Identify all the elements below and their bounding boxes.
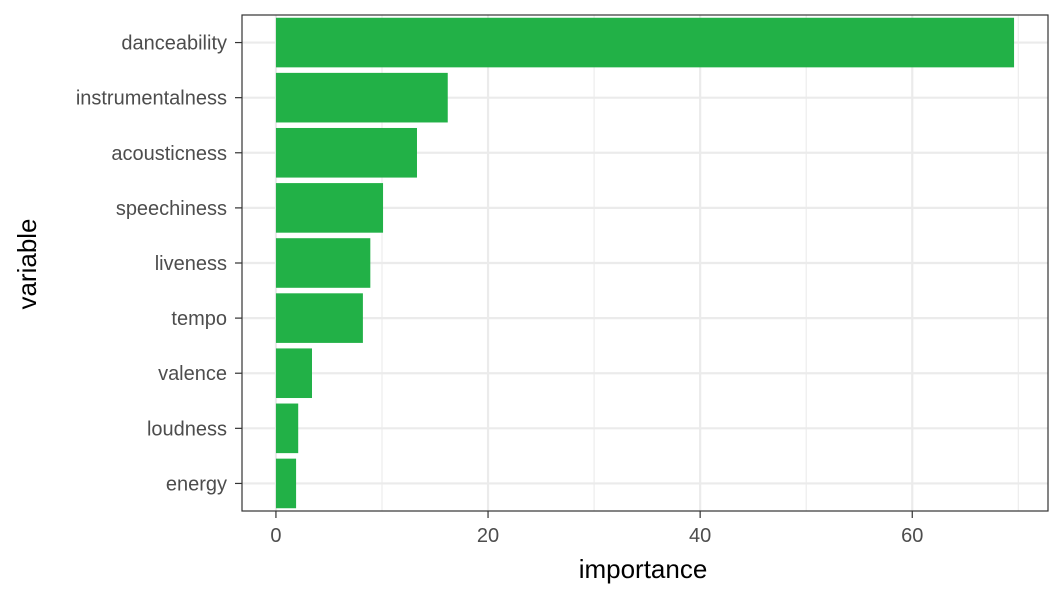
bar-instrumentalness	[275, 72, 448, 123]
y-tick-label: acousticness	[111, 143, 227, 165]
bars	[275, 17, 1015, 509]
x-tick-label: 0	[270, 525, 281, 547]
y-tick-label: liveness	[155, 253, 227, 275]
y-tick-label: tempo	[171, 308, 227, 330]
y-tick-label: valence	[158, 363, 227, 385]
y-tick-label: energy	[166, 473, 227, 495]
y-tick-label: loudness	[147, 418, 227, 440]
x-tick-label: 20	[477, 525, 499, 547]
bar-tempo	[275, 293, 363, 343]
x-axis: 0 20 40 60	[270, 511, 923, 547]
bar-valence	[275, 348, 312, 399]
bar-energy	[275, 458, 297, 509]
y-tick-label: danceability	[121, 33, 227, 55]
bar-speechiness	[275, 183, 384, 233]
y-axis-title: variable	[12, 218, 42, 309]
y-tick-label: instrumentalness	[76, 88, 227, 110]
bar-acousticness	[275, 127, 417, 178]
x-tick-label: 40	[689, 525, 711, 547]
y-tick-label: speechiness	[116, 198, 227, 220]
bar-liveness	[275, 238, 371, 288]
bar-danceability	[275, 17, 1015, 68]
y-axis: danceability instrumentalness acousticness…	[76, 33, 242, 495]
x-tick-label: 60	[901, 525, 923, 547]
bar-loudness	[275, 403, 299, 454]
x-axis-title: importance	[579, 554, 708, 584]
